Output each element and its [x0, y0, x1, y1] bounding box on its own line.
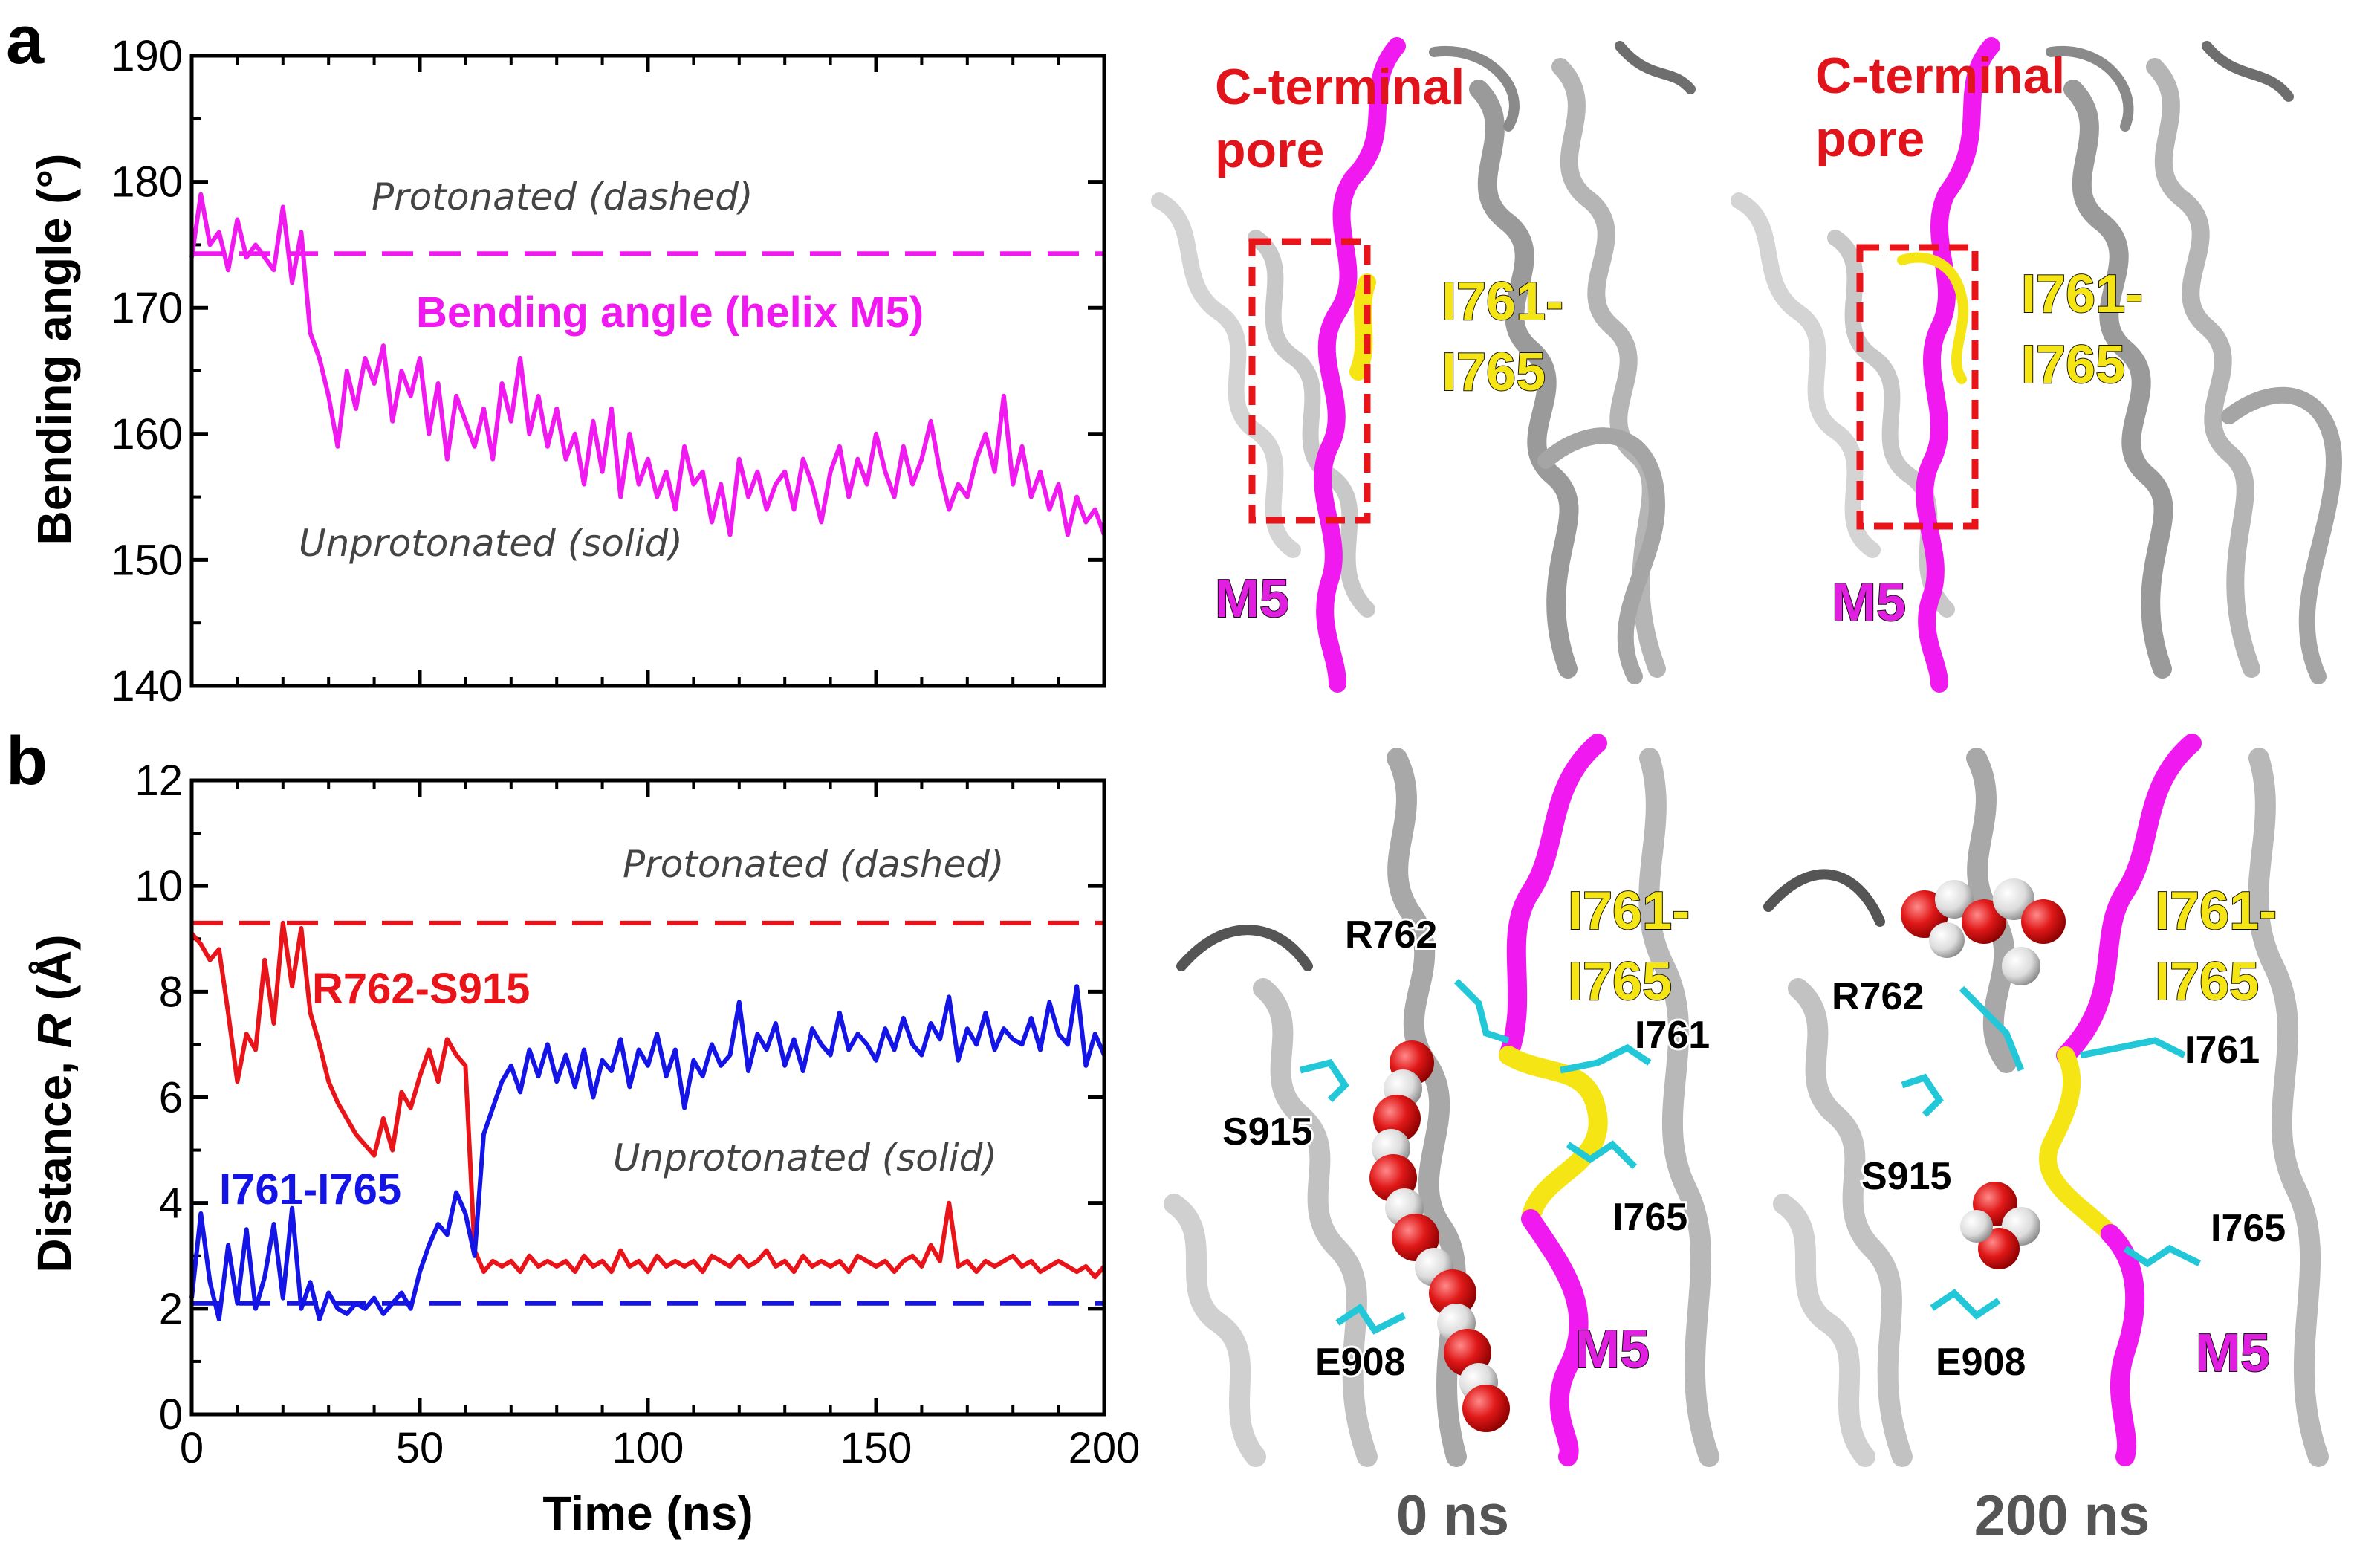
residue-r762: R762 — [1345, 913, 1437, 956]
residue-i761: I761 — [2185, 1029, 2260, 1072]
panel-b-plot-area — [189, 920, 1106, 1321]
residue-s915: S915 — [1861, 1155, 1951, 1198]
panel-a-series-label: Bending angle (helix M5) — [416, 288, 924, 337]
y-tick-label: 160 — [111, 410, 183, 459]
water-chain — [1369, 1040, 1510, 1432]
side-chains — [1901, 985, 2202, 1320]
pore-label-line2: pore — [1815, 111, 1925, 167]
helix-ribbons — [1151, 37, 1696, 693]
y-tick-label: 0 — [159, 1391, 183, 1439]
time-caption-200ns: 200 ns — [1974, 1484, 2150, 1547]
segment-label-line1: I761- — [1568, 881, 1690, 941]
x-tick-label: 0 — [180, 1424, 204, 1472]
pore-box — [1856, 244, 1979, 530]
helix-m5-label: M5 — [2196, 1324, 2270, 1383]
y-tick-label: 2 — [159, 1285, 183, 1333]
residue-s915: S915 — [1222, 1110, 1312, 1153]
helix-m5-label: M5 — [1215, 569, 1289, 629]
panel-b-x-axis-title: Time (ns) — [542, 1486, 753, 1540]
panel-b-note-protonated: Protonated (dashed) — [623, 843, 1004, 886]
panel-a-plot-area — [189, 192, 1106, 537]
y-tick-label: 170 — [111, 284, 183, 332]
structure-top-200ns: C-terminal pore I761- I765 M5 — [1731, 37, 2374, 693]
segment-label-line2: I765 — [1568, 952, 1672, 1011]
x-tick-label: 200 — [1069, 1424, 1141, 1472]
panel-b-y-axis-title-main: Distance, — [27, 1048, 81, 1272]
residue-e908: E908 — [1315, 1341, 1405, 1384]
panel-b-y-axis-title: Distance, R (Å) — [27, 934, 81, 1272]
panel-b-label-red: R762-S915 — [312, 965, 530, 1013]
series-line-bending-angle-helix-m5- — [189, 192, 1106, 537]
series-line-i761-i765 — [189, 984, 1106, 1321]
pore-label-line1: C-terminal — [1215, 59, 1465, 115]
panel-b-frame — [189, 778, 1106, 1417]
structure-bottom-200ns: R762 S915 E908 I761 I765 I761- I765 M5 — [1750, 734, 2374, 1467]
panel-a-note-protonated: Protonated (dashed) — [372, 175, 753, 219]
water-clusters — [1901, 878, 2066, 1269]
x-tick-label: 50 — [396, 1424, 444, 1472]
y-tick-label: 4 — [159, 1179, 183, 1228]
y-tick-label: 140 — [111, 662, 183, 710]
panel-a-note-unprotonated: Unprotonated (solid) — [299, 522, 683, 565]
residue-e908: E908 — [1936, 1341, 2026, 1384]
y-tick-label: 6 — [159, 1074, 183, 1122]
x-tick-label: 100 — [612, 1424, 684, 1472]
panel-b-label-blue: I761-I765 — [219, 1165, 401, 1214]
segment-label-line1: I761- — [2021, 265, 2143, 324]
y-tick-label: 8 — [159, 968, 183, 1016]
helix-m5-label: M5 — [1832, 573, 1906, 632]
y-tick-label: 10 — [134, 862, 183, 910]
panel-b-letter: b — [6, 723, 48, 799]
helix-ribbons — [1763, 734, 2329, 1467]
residue-i765: I765 — [2211, 1207, 2286, 1250]
residue-i765: I765 — [1612, 1196, 1687, 1239]
panel-a-letter: a — [6, 2, 45, 78]
panel-b-y-axis-title-var: R — [27, 1014, 81, 1048]
segment-label-line2: I765 — [2155, 952, 2259, 1011]
panel-a-frame — [189, 54, 1106, 688]
panel-a-chart: a Bending angle (°) 140 150 160 170 180 190 P… — [6, 2, 1106, 710]
segment-label-line1: I761- — [2155, 881, 2277, 941]
segment-label-line2: I765 — [2021, 335, 2125, 395]
helix-ribbons — [1164, 734, 1719, 1467]
residue-r762: R762 — [1832, 975, 1924, 1018]
panel-a-y-ticks: 140 150 160 170 180 190 — [111, 32, 1104, 710]
pore-box — [1248, 238, 1371, 524]
panel-a-y-axis-title: Bending angle (°) — [27, 154, 81, 546]
time-caption-0ns: 0 ns — [1396, 1484, 1509, 1547]
panel-b-note-unprotonated: Unprotonated (solid) — [613, 1136, 997, 1179]
pore-label-line1: C-terminal — [1815, 48, 2065, 104]
structure-bottom-0ns: R762 S915 E908 I761 I765 I761- I765 M5 — [1164, 734, 1735, 1467]
x-tick-label: 150 — [840, 1424, 912, 1472]
segment-label-line2: I765 — [1442, 343, 1546, 402]
panel-b-chart: b Distance, R (Å) 0 2 4 6 8 10 12 0 50 100 150 200… — [6, 723, 1140, 1540]
y-tick-label: 180 — [111, 158, 183, 207]
y-tick-label: 12 — [134, 757, 183, 805]
side-chains — [1299, 978, 1652, 1335]
panel-b-y-axis-title-unit: (Å) — [27, 934, 81, 1014]
panel-a-x-ticks — [189, 56, 1106, 686]
y-tick-label: 150 — [111, 536, 183, 584]
helix-ribbons — [1731, 37, 2342, 693]
segment-label-line1: I761- — [1442, 272, 1563, 331]
helix-m5-label: M5 — [1575, 1320, 1650, 1379]
series-line-r762-s915 — [189, 920, 1106, 1280]
pore-label-line2: pore — [1215, 122, 1324, 178]
structure-top-0ns: C-terminal pore I761- I765 M5 — [1148, 37, 1696, 693]
y-tick-label: 190 — [111, 32, 183, 80]
residue-i761: I761 — [1635, 1014, 1710, 1057]
